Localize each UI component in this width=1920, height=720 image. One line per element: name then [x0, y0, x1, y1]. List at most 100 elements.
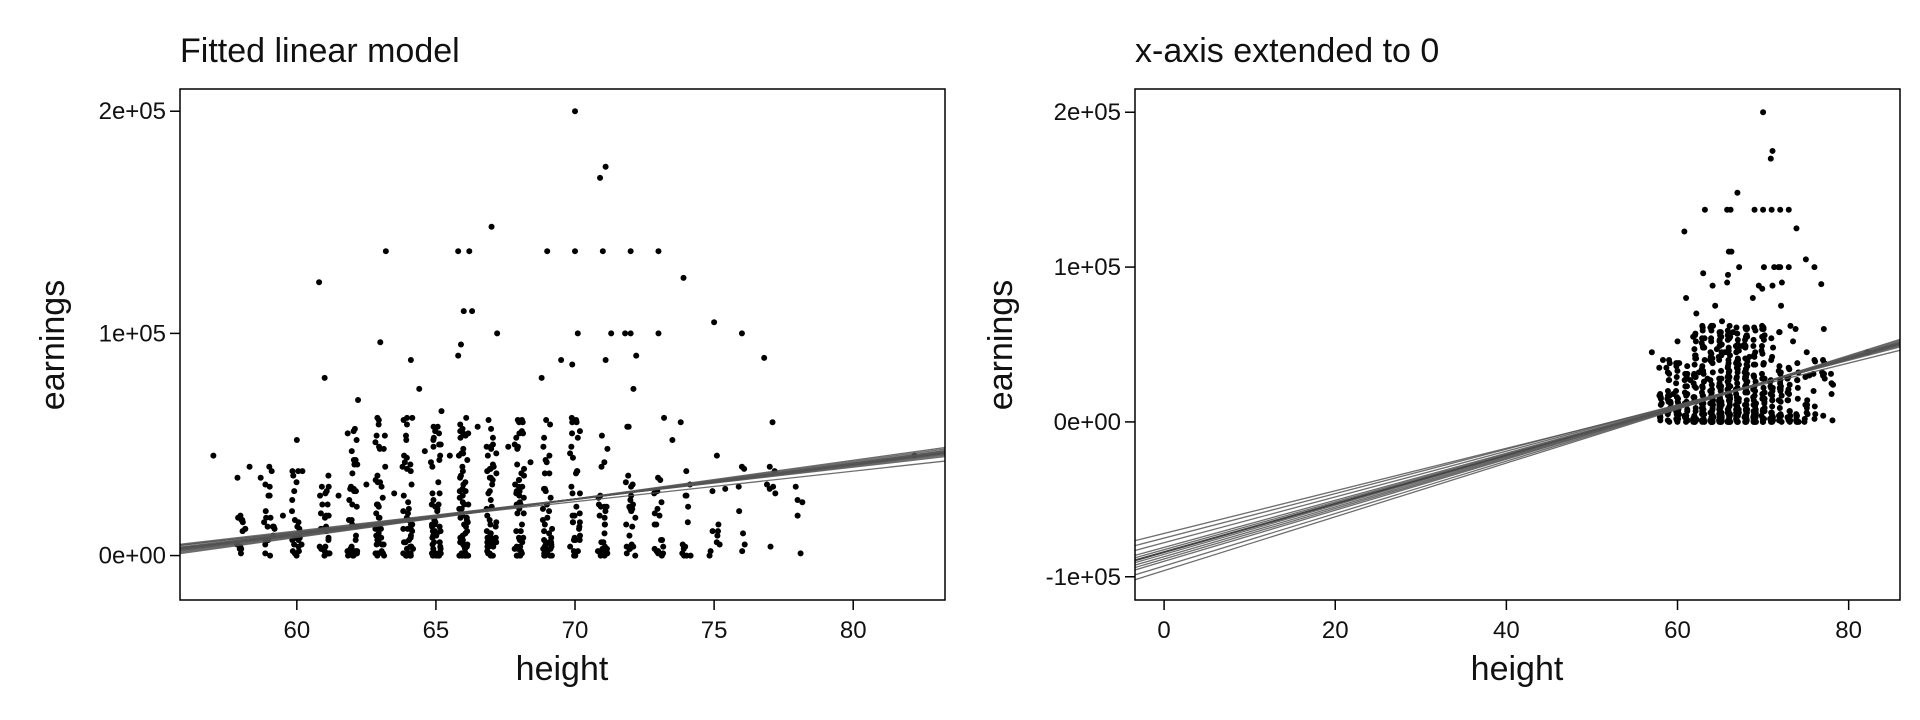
data-point: [438, 408, 445, 415]
data-point: [1776, 329, 1783, 336]
data-point: [568, 443, 575, 450]
data-point: [486, 517, 493, 524]
data-point: [738, 330, 745, 337]
data-point: [574, 548, 581, 555]
data-point: [1719, 318, 1726, 325]
data-point: [627, 497, 634, 504]
data-point: [544, 248, 551, 255]
x-tick-label: 75: [701, 617, 728, 644]
data-point: [299, 468, 306, 475]
data-point: [707, 548, 714, 555]
data-point: [246, 463, 253, 470]
data-point: [279, 512, 286, 519]
data-point: [1718, 414, 1725, 421]
data-point: [405, 550, 412, 557]
data-point: [680, 274, 687, 281]
data-point: [1733, 415, 1740, 422]
plot-frame: [1134, 88, 1901, 601]
data-point: [1784, 397, 1791, 404]
data-point: [539, 505, 546, 512]
data-point: [1769, 282, 1776, 289]
data-point: [353, 503, 360, 510]
data-point: [1785, 386, 1792, 393]
data-point: [1767, 155, 1774, 162]
data-point: [630, 385, 637, 392]
data-point: [576, 523, 583, 530]
data-point: [1794, 384, 1801, 391]
data-point: [514, 461, 521, 468]
data-point: [505, 443, 512, 450]
data-point: [740, 530, 747, 537]
data-point: [1769, 403, 1776, 410]
data-point: [352, 537, 359, 544]
data-point: [375, 421, 382, 428]
data-point: [403, 454, 410, 461]
data-point: [570, 537, 577, 544]
data-point: [409, 414, 416, 421]
data-point: [1769, 397, 1776, 404]
data-point: [400, 508, 407, 515]
data-point: [234, 474, 241, 481]
data-point: [1724, 332, 1731, 339]
data-point: [1707, 377, 1714, 384]
data-point: [655, 474, 662, 481]
data-point: [624, 423, 631, 430]
data-point: [1786, 381, 1793, 388]
data-point: [457, 428, 464, 435]
data-point: [1725, 363, 1731, 370]
data-point: [462, 523, 469, 530]
data-point: [627, 248, 634, 255]
data-point: [1760, 336, 1767, 343]
data-point: [625, 472, 632, 479]
data-point: [407, 525, 414, 532]
data-point: [380, 445, 387, 452]
data-point: [1663, 364, 1670, 371]
data-point: [576, 428, 583, 435]
data-point: [521, 465, 528, 472]
data-point: [513, 434, 520, 441]
data-point: [1725, 356, 1732, 363]
data-point: [1743, 397, 1750, 404]
data-point: [1726, 398, 1733, 405]
data-point: [1692, 352, 1699, 359]
data-point: [237, 550, 244, 557]
data-point: [1750, 361, 1757, 368]
data-point: [1710, 322, 1717, 329]
data-point: [630, 501, 636, 508]
data-point: [794, 497, 801, 504]
data-point: [1777, 264, 1784, 271]
data-point: [576, 532, 583, 539]
data-point: [353, 437, 360, 444]
data-point: [1684, 417, 1691, 424]
data-point: [1726, 352, 1733, 359]
data-point: [569, 519, 576, 526]
data-point: [1752, 387, 1759, 394]
data-point: [661, 414, 668, 421]
data-point: [1778, 279, 1785, 286]
data-point: [538, 374, 545, 381]
data-point: [519, 419, 526, 426]
data-point: [1736, 264, 1743, 271]
data-point: [677, 419, 684, 426]
data-point: [1795, 418, 1802, 425]
data-point: [1659, 356, 1666, 363]
plot-content: [180, 108, 945, 559]
data-point: [1803, 404, 1810, 411]
data-point: [1802, 374, 1809, 381]
data-point: [1691, 361, 1698, 368]
data-point: [1718, 367, 1725, 374]
data-point: [430, 423, 437, 430]
x-axis-label: height: [1471, 650, 1564, 688]
data-point: [410, 545, 417, 552]
data-point: [382, 248, 389, 255]
data-point: [436, 539, 443, 546]
data-point: [1732, 343, 1739, 350]
data-point: [1778, 418, 1785, 425]
data-point: [289, 508, 295, 515]
data-point: [375, 503, 382, 510]
data-point: [316, 543, 323, 550]
data-point: [1750, 417, 1757, 424]
data-point: [544, 514, 551, 521]
data-point: [434, 423, 441, 430]
data-point: [1751, 206, 1758, 213]
